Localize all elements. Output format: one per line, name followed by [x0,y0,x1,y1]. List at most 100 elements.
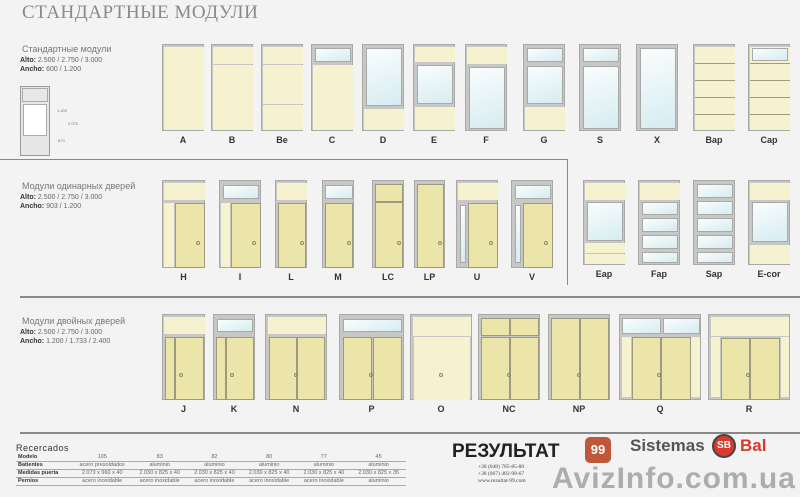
alto-value: 2.500 / 2.750 / 3.000 [37,329,103,336]
table-cell: acero presoldados [72,461,133,470]
door-handle-icon [506,373,511,378]
door-leaf [510,336,540,401]
module-r [708,314,790,401]
module-label: LC [382,272,394,282]
door-handle-icon [369,373,374,378]
alto-label: Alto: [20,194,36,201]
door-leaf [480,336,510,401]
module-label: G [540,135,548,145]
module-label: F [483,135,489,145]
section-heading: Модули двойных дверей [22,316,126,326]
panel [213,46,253,65]
phone: +38 (048) 785-85-80 [478,464,525,470]
module-label: J [180,404,186,414]
glass-pane [662,318,700,334]
door-leaf [324,203,354,269]
contacts: +38 (048) 785-85-80 +38 (067) 483-98-67 … [478,464,526,485]
table-cell: Modelo [16,453,72,462]
standard-modules-info: Стандартные модули Alto: 2.500 / 2.750 /… [20,44,111,74]
door-handle-icon [438,373,443,378]
module-label: O [437,404,445,414]
door-leaf [297,336,325,401]
phone: +38 (067) 483-98-67 [478,471,525,477]
door-handle-icon [346,240,351,245]
module-bap [693,44,736,131]
module-label: C [328,135,336,145]
glass-pane [751,202,789,243]
module-j [162,314,205,401]
table-cell: aluminio [187,461,242,470]
panel [221,203,231,268]
watermark: AvizInfo.com.ua [552,462,796,495]
table-row: Modelo 105 83 82 80 77 45 [16,453,406,462]
brand-badge: 99 [585,437,611,463]
partner-logo: Sistemas [630,436,705,455]
module-label: S [596,135,603,145]
door-handle-icon [657,373,662,378]
panel [710,337,720,397]
door-leaf [231,203,261,269]
door-leaf [750,338,780,401]
table-cell: 2.030 x 825 x 40 [296,469,352,478]
module-x [636,44,678,131]
single-door-info: Модули одинарных дверей Alto: 2.500 / 2.… [20,181,135,211]
ancho-value: 1.200 / 1.733 / 2.400 [46,338,111,345]
door-leaf [661,337,691,401]
panel [695,46,735,131]
panel [750,244,790,265]
panel [263,46,303,65]
table-cell: 83 [132,453,188,462]
module-label: I [238,272,242,282]
panel [691,337,701,397]
website-link[interactable]: www.rezultat-99.com [478,478,526,484]
ancho-label: Ancho: [20,203,45,210]
table-cell: aluminio [351,477,406,486]
section-heading: Модули одинарных дверей [22,181,136,191]
door-leaf [523,203,553,269]
panel-divider [749,97,791,99]
door-leaf [510,317,540,337]
module-label: Fap [650,269,667,279]
glass-pane [459,204,467,263]
module-label: N [292,404,300,414]
door-handle-icon [437,240,442,245]
glass-pane [696,201,734,215]
door-handle-icon [489,240,494,245]
panel-divider [749,113,791,115]
module-f [465,44,507,131]
door-handle-icon [576,373,581,378]
door-handle-icon [179,373,184,378]
module-c [311,44,353,131]
glass-pane [582,48,620,63]
panel [467,46,507,65]
panel-divider [749,63,791,65]
module-p [339,314,404,401]
glass-pane [222,184,260,199]
module-label: L [288,272,294,282]
glass-pane [342,319,403,333]
glass-pane [324,184,354,199]
ancho-label: Ancho: [20,338,45,345]
door-leaf [374,202,404,269]
module-sap [693,180,735,265]
table-row: Batientes acero presoldados aluminio alumin… [16,461,406,470]
door-leaf [342,336,373,401]
table-cell: aluminio [296,461,352,470]
module-o [410,314,472,401]
panel [458,182,498,201]
partner-logo-2: Bal [740,436,767,455]
door-leaf [175,336,204,401]
recercados-table: Recercados Modelo 105 83 82 80 77 45 Batientes a… [16,443,406,486]
door-leaf [216,336,226,401]
glass-pane [514,204,522,263]
alto-value: 2.500 / 2.750 / 3.000 [37,194,103,201]
panel-divider [694,97,736,99]
glass-pane [314,48,352,63]
dim-label: 870 [58,138,65,143]
panel [276,182,308,201]
panel [415,46,455,63]
table-cell: 2.030 x 825 x 40 [132,469,188,478]
panel [364,108,404,131]
panel [750,182,790,200]
table-cell: aluminio [241,461,297,470]
